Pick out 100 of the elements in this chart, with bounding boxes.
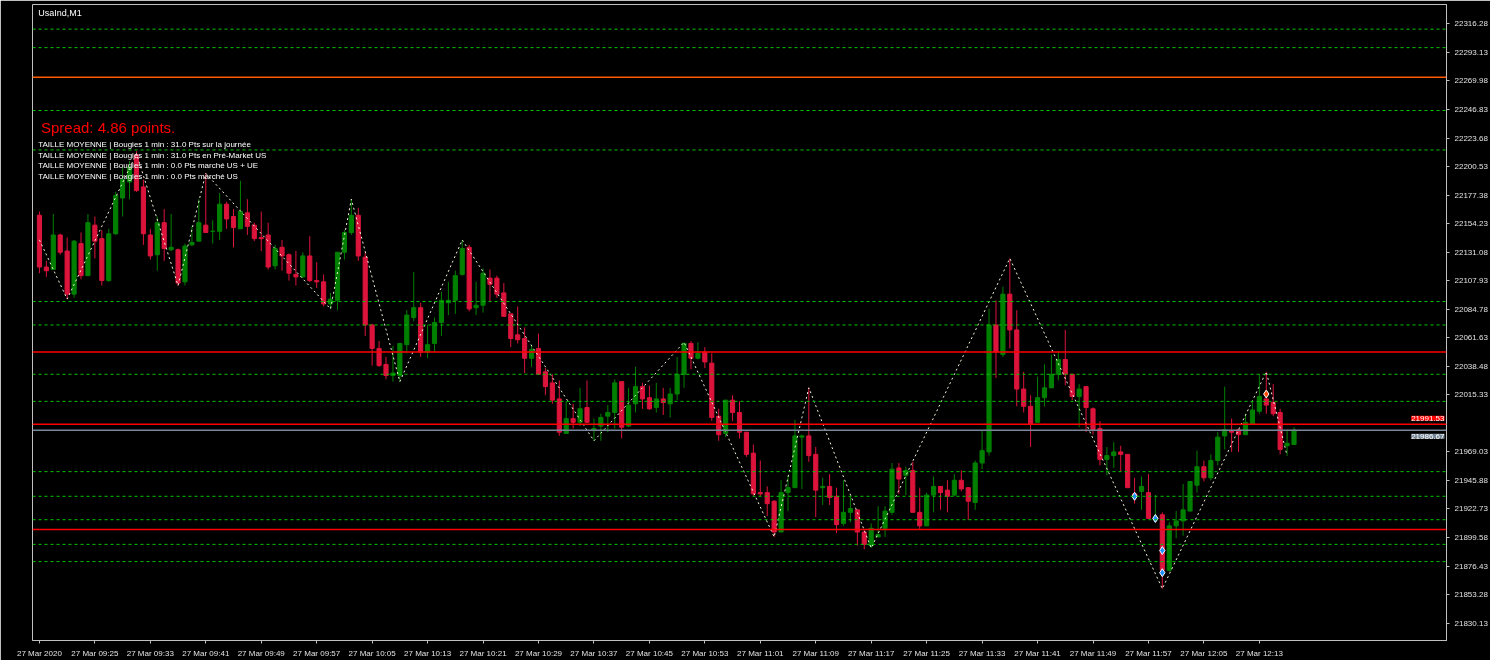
candlestick	[827, 473, 833, 506]
y-tick-label: 21945.88	[1454, 475, 1489, 485]
x-tick-label: 27 Mar 11:41	[1014, 648, 1062, 658]
line-series	[38, 153, 1288, 590]
x-tick-label: 27 Mar 11:09	[792, 648, 840, 658]
x-tick-label: 27 Mar 10:53	[681, 648, 729, 658]
candlestick	[230, 208, 237, 248]
x-tick-label: 27 Mar 10:05	[348, 648, 397, 658]
candlestick	[1083, 386, 1089, 433]
candlestick	[1229, 418, 1235, 453]
candlestick	[958, 469, 964, 492]
point	[1131, 491, 1138, 501]
y-tick-label: 22038.48	[1454, 361, 1489, 371]
candlestick	[1069, 373, 1075, 401]
candlestick	[237, 180, 244, 230]
candlestick	[251, 222, 257, 242]
y-tick-label: 21969.03	[1454, 447, 1489, 457]
candlestick	[473, 281, 479, 316]
point	[1263, 389, 1270, 399]
y-tick-label: 22061.63	[1454, 333, 1489, 343]
chart-title: UsaInd,M1	[38, 8, 82, 19]
x-tick-label: 27 Mar 2020	[16, 648, 63, 658]
candlestick	[1048, 354, 1054, 389]
x-tick-label: 27 Mar 10:21	[459, 648, 508, 658]
candlestick	[695, 341, 701, 360]
candlestick	[168, 213, 174, 252]
candlestick	[1201, 460, 1207, 482]
candlestick	[799, 434, 805, 490]
candlestick	[729, 394, 736, 422]
candlestick	[861, 529, 867, 550]
candlestick	[147, 228, 153, 261]
x-tick-label: 27 Mar 10:13	[404, 648, 452, 658]
candlestick	[931, 476, 937, 513]
y-tick-label: 21922.73	[1454, 504, 1489, 514]
candlestick	[314, 261, 320, 289]
candlestick	[1041, 363, 1048, 407]
candlestick	[702, 346, 708, 369]
candlestick	[196, 198, 202, 242]
candlestick	[293, 250, 299, 287]
annotation: TAILLE MOYENNE | Bougies 1 min : 31.0 Pts sur la journée	[38, 139, 252, 149]
candlestick	[820, 477, 826, 506]
y-tick-label: 22084.78	[1454, 304, 1489, 314]
y-tick-label: 21876.43	[1454, 561, 1489, 571]
candlestick	[1021, 371, 1027, 413]
candlestick	[896, 462, 902, 495]
candlestick	[300, 251, 306, 279]
y-tick-label: 21899.58	[1454, 532, 1489, 542]
y-tick-label: 22246.83	[1454, 104, 1489, 114]
candlestick	[321, 273, 327, 307]
candlestick	[348, 198, 354, 236]
candlestick	[646, 384, 652, 411]
candlestick	[639, 382, 646, 410]
candlestick	[674, 356, 680, 401]
y-tick-label: 22223.68	[1454, 133, 1489, 143]
candlestick	[965, 487, 971, 521]
candlestick	[431, 317, 438, 353]
candlestick	[1076, 383, 1082, 428]
x-tick-label: 27 Mar 09:33	[126, 648, 175, 658]
candlestick	[570, 403, 576, 429]
y-tick-label: 22131.08	[1454, 247, 1489, 257]
y-tick-label: 22293.13	[1454, 47, 1489, 57]
x-tick-label: 27 Mar 11:01	[737, 648, 785, 658]
candlestick	[1028, 394, 1034, 448]
x-tick-label: 27 Mar 10:37	[570, 648, 619, 658]
candlestick	[542, 367, 548, 396]
x-tick-label: 27 Mar 09:25	[71, 648, 119, 658]
candlestick	[1118, 445, 1124, 473]
y-tick-label: 22269.98	[1454, 76, 1489, 86]
x-tick-label: 27 Mar 10:45	[625, 648, 674, 658]
candlestick	[653, 382, 659, 413]
candlestick	[743, 431, 750, 458]
candlestick	[1256, 373, 1262, 415]
candlestick	[944, 479, 951, 513]
candlestick	[584, 379, 590, 423]
y-tick-label: 22015.33	[1454, 390, 1489, 400]
candlestick	[847, 495, 853, 523]
ref-line-label: 21991.53	[1411, 413, 1446, 423]
x-tick-label: 27 Mar 11:25	[903, 648, 951, 658]
candlestick	[1062, 329, 1068, 386]
candlestick	[1111, 441, 1117, 469]
candlestick	[937, 485, 944, 511]
y-tick-label: 22200.53	[1454, 162, 1489, 172]
x-tick-label: 27 Mar 09:57	[293, 648, 341, 658]
x-tick-label: 27 Mar 11:57	[1125, 648, 1173, 658]
x-tick-label: 27 Mar 09:49	[237, 648, 286, 658]
candlestick	[577, 387, 583, 427]
x-tick-label: 27 Mar 12:13	[1235, 648, 1284, 658]
candlestick	[189, 225, 195, 247]
candlestick	[341, 229, 347, 261]
x-tick-label: 27 Mar 12:05	[1180, 648, 1229, 658]
ref-line-label: 21986.67	[1411, 431, 1446, 441]
candlestick	[224, 201, 230, 230]
x-tick-label: 27 Mar 11:49	[1069, 648, 1117, 658]
x-tick-label: 27 Mar 09:41	[182, 648, 230, 658]
point	[1159, 568, 1166, 578]
candlestick	[549, 373, 555, 405]
candlestick	[667, 387, 673, 418]
candlestick	[515, 305, 521, 344]
y-tick-label: 22154.23	[1454, 219, 1489, 229]
y-tick-label: 22107.93	[1454, 276, 1489, 286]
